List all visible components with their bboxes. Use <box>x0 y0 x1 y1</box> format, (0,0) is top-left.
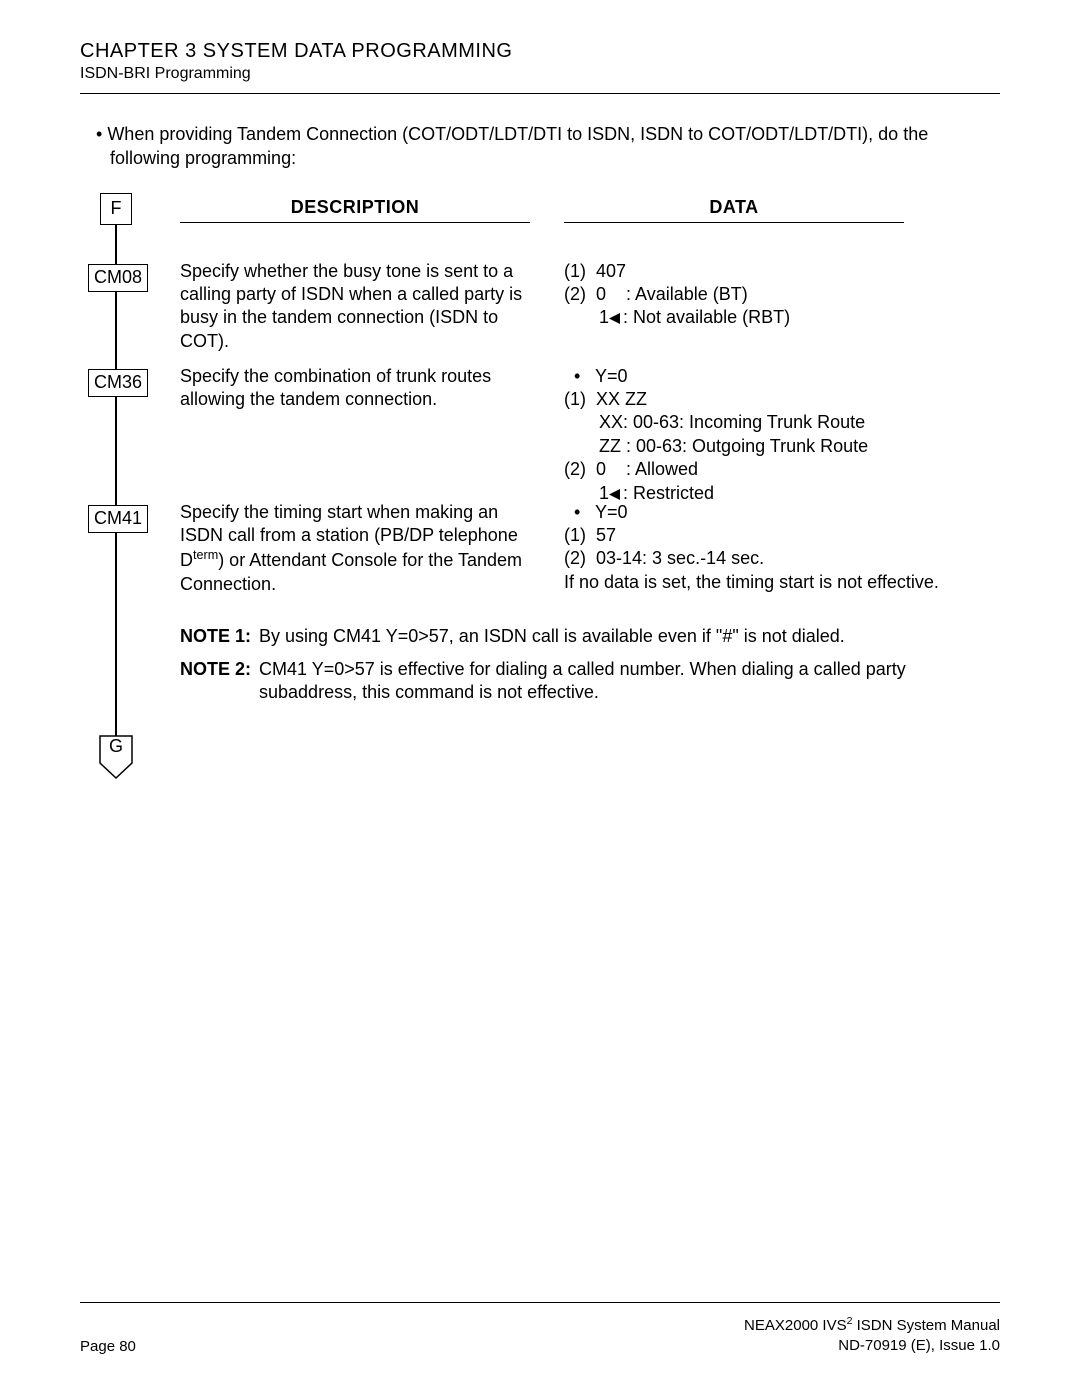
left-triangle-icon <box>609 307 621 330</box>
flow-end-label: G <box>109 736 123 757</box>
footer-page-number: Page 80 <box>80 1338 136 1355</box>
col-header-data: DATA <box>564 197 904 223</box>
note-text: CM41 Y=0>57 is effective for dialing a c… <box>259 658 1000 705</box>
flow-end-node: G <box>99 735 133 769</box>
flow-start-node: F <box>100 193 132 225</box>
note-label: NOTE 2: <box>180 658 251 705</box>
chapter-title: CHAPTER 3 SYSTEM DATA PROGRAMMING <box>80 40 1000 63</box>
notes-block: NOTE 1: By using CM41 Y=0>57, an ISDN cal… <box>180 625 1000 715</box>
step-data: (1) 407(2) 0 : Available (BT) 1: Not ava… <box>564 260 984 354</box>
col-header-description: DESCRIPTION <box>180 197 530 223</box>
note-1: NOTE 1: By using CM41 Y=0>57, an ISDN cal… <box>180 625 1000 648</box>
page-footer: Page 80 NEAX2000 IVS2 ISDN System Manual… <box>80 1302 1000 1355</box>
footer-rule <box>80 1302 1000 1303</box>
note-label: NOTE 1: <box>180 625 251 648</box>
step-data: • Y=0(1) 57(2) 03-14: 3 sec.-14 sec.If n… <box>564 501 984 597</box>
footer-doc-id: ND-70919 (E), Issue 1.0 <box>744 1336 1000 1356</box>
note-2: NOTE 2:CM41 Y=0>57 is effective for dial… <box>180 658 1000 705</box>
header-rule <box>80 93 1000 94</box>
flow-start-label: F <box>111 198 122 219</box>
step-row-CM41: Specify the timing start when making an … <box>180 501 1000 597</box>
step-row-CM08: Specify whether the busy tone is sent to… <box>180 260 1000 354</box>
flow-step-CM41: CM41 <box>88 505 148 533</box>
footer-doc-title: NEAX2000 IVS2 ISDN System Manual <box>744 1315 1000 1336</box>
flow-step-CM08: CM08 <box>88 264 148 292</box>
step-desc: Specify the timing start when making an … <box>180 501 530 597</box>
intro-text: When providing Tandem Connection (COT/OD… <box>80 122 1000 171</box>
section-subtitle: ISDN-BRI Programming <box>80 65 1000 83</box>
flow-step-CM36: CM36 <box>88 369 148 397</box>
note-text: By using CM41 Y=0>57, an ISDN call is av… <box>259 625 845 648</box>
step-data: • Y=0(1) XX ZZ XX: 00-63: Incoming Trunk… <box>564 365 984 506</box>
step-desc: Specify whether the busy tone is sent to… <box>180 260 530 354</box>
step-desc: Specify the combination of trunk routes … <box>180 365 530 506</box>
step-row-CM36: Specify the combination of trunk routes … <box>180 365 1000 506</box>
flowchart: DESCRIPTION DATA F CM08 Specify whether t… <box>80 197 1000 797</box>
